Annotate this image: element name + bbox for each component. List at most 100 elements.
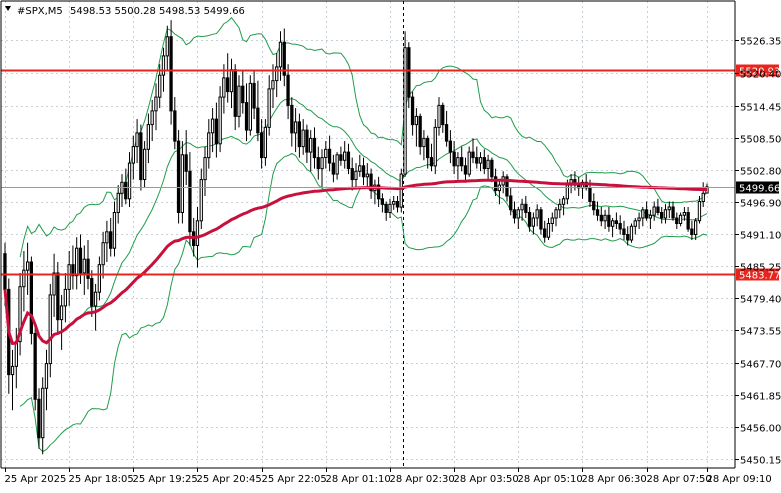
candle: [350, 157, 354, 191]
candle: [607, 207, 611, 232]
candle: [546, 218, 551, 240]
candle: [312, 127, 317, 169]
candle: [633, 218, 637, 235]
candle: [241, 69, 245, 114]
candle: [184, 130, 188, 186]
x-tick-label: 25 Apr 2025: [5, 474, 67, 485]
candle: [448, 130, 453, 164]
candle: [146, 113, 150, 164]
candle-body-bearish: [686, 212, 690, 230]
candle-body-bullish: [456, 157, 460, 167]
x-tick-label: 28 Apr 02:30: [390, 474, 455, 485]
candle: [210, 108, 215, 153]
candle-body-bearish: [339, 154, 343, 161]
candle-body-bearish: [361, 165, 366, 178]
candle-body-bearish: [139, 132, 143, 181]
candle-body-bearish: [671, 206, 675, 219]
candle-body-bullish: [116, 192, 120, 214]
candle-body-bearish: [56, 272, 60, 321]
candle: [433, 119, 437, 175]
candle: [660, 207, 664, 224]
candle-body-bullish: [531, 217, 536, 227]
candle: [10, 349, 15, 411]
candle-body-bearish: [448, 140, 453, 153]
candle-body-bullish: [663, 209, 668, 219]
candle-body-bearish: [494, 176, 498, 192]
candle: [324, 141, 328, 169]
candle-body-bullish: [648, 214, 653, 219]
candle-body-bullish: [14, 341, 18, 367]
candle: [293, 108, 298, 153]
candle: [407, 42, 411, 109]
dropdown-triangle-icon[interactable]: [5, 6, 11, 11]
candle-body-bearish: [588, 187, 592, 203]
candle-body-bearish: [592, 201, 596, 211]
candle: [490, 157, 494, 183]
candle-body-bearish: [29, 261, 34, 334]
candle: [422, 130, 426, 161]
candle-body-bearish: [260, 132, 264, 159]
candle-body-bearish: [3, 253, 7, 290]
y-tick-label: 5485.25: [740, 263, 781, 274]
candles: [3, 20, 709, 455]
x-tick-label: 28 Apr 09:10: [707, 474, 772, 485]
candle: [218, 86, 222, 153]
candle-body-bearish: [482, 157, 487, 170]
candle-body-bullish: [10, 365, 15, 376]
candle: [395, 196, 400, 213]
candle: [543, 220, 547, 243]
candle-body-bullish: [354, 170, 358, 181]
candle: [248, 75, 252, 136]
candle: [29, 256, 34, 345]
candle-body-bullish: [278, 41, 283, 68]
candle: [256, 80, 260, 142]
candle-body-bearish: [618, 223, 622, 230]
candle-body-bearish: [226, 77, 230, 93]
candle: [252, 69, 256, 120]
candle: [512, 201, 517, 224]
candle: [467, 146, 471, 177]
candle-body-bearish: [505, 176, 509, 197]
candle-body-bearish: [512, 209, 517, 219]
level-price-label: 5483.77: [739, 271, 780, 282]
chart-header: #SPX,M5 5498.53 5500.28 5498.53 5499.66: [17, 6, 245, 17]
candle-body-bearish: [346, 151, 351, 170]
candle: [482, 149, 487, 175]
candle-body-bullish: [195, 220, 200, 247]
candle-body-bullish: [222, 77, 226, 98]
candle: [331, 154, 336, 183]
candle-body-bearish: [460, 157, 464, 167]
candle: [675, 212, 679, 229]
candle: [358, 154, 362, 177]
candle-body-bullish: [486, 159, 490, 170]
candle-body-bullish: [399, 173, 403, 208]
candle: [592, 193, 596, 216]
x-tick-label: 25 Apr 20:45: [197, 474, 262, 485]
y-tick-label: 5491.10: [740, 231, 781, 242]
candle: [286, 64, 290, 120]
candle-body-bullish: [218, 96, 222, 145]
candle-body-bullish: [546, 223, 551, 238]
candle: [260, 119, 264, 169]
candle: [648, 209, 653, 229]
candle-body-bearish: [86, 258, 90, 279]
candle: [354, 163, 358, 188]
candle-body-bearish: [441, 104, 445, 126]
candle-body-bullish: [320, 157, 324, 170]
candle-body-bearish: [244, 102, 249, 131]
candle: [516, 207, 520, 229]
y-tick-label: 5456.00: [740, 424, 781, 435]
candle: [403, 31, 407, 177]
candle: [93, 283, 98, 331]
candle-body-bullish: [697, 201, 702, 222]
candle: [41, 377, 45, 455]
candle-body-bullish: [467, 151, 471, 175]
candle-body-bearish: [37, 398, 41, 439]
x-tick-label: 28 Apr 07:50: [647, 474, 712, 485]
candle-body-bearish: [33, 332, 37, 400]
candle: [550, 212, 554, 232]
candle: [463, 157, 468, 183]
candle: [361, 157, 366, 186]
